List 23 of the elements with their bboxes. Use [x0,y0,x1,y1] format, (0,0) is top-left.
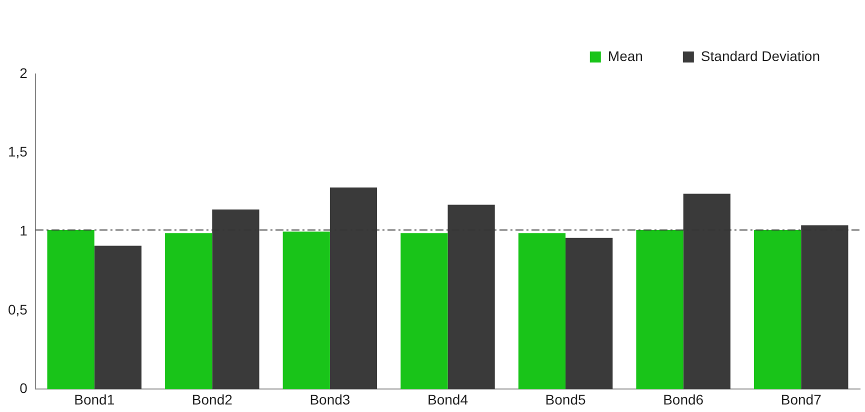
legend-label: Standard Deviation [700,48,820,64]
y-tick-label: 0,5 [8,301,28,318]
x-tick-label: Bond7 [780,391,822,408]
y-tick-label: 1 [20,222,28,238]
legend-label: Mean [608,48,643,64]
x-tick-label: Bond5 [545,391,586,408]
bar [47,230,94,390]
x-tick-label: Bond6 [663,391,704,408]
bar [400,233,448,390]
bar [282,232,330,390]
x-tick-label: Bond1 [74,391,115,408]
bar [754,230,802,390]
bar [94,246,142,390]
x-tick-label: Bond2 [192,391,233,408]
bar [566,238,613,390]
bar [165,233,212,390]
y-tick-label: 2 [20,64,28,81]
bar [518,233,566,390]
bar [636,230,684,390]
y-tick-label: 1,5 [8,144,28,160]
y-tick-label: 0 [20,380,28,396]
x-tick-label: Bond3 [310,391,350,408]
x-tick-label: Bond4 [427,391,468,408]
